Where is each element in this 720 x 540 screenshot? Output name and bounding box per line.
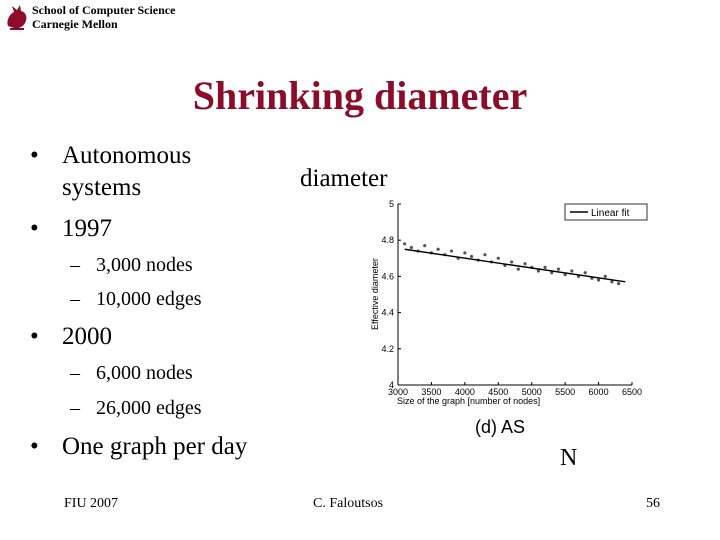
- dash-glyph: –: [70, 288, 80, 310]
- linear-fit-line: [404, 248, 626, 283]
- bullet-text: 2000: [62, 323, 112, 350]
- sub-bullet-text: 26,000 edges: [96, 397, 202, 419]
- x-tick-label: 6500: [622, 387, 642, 397]
- data-point: [556, 267, 561, 271]
- data-point: [483, 253, 487, 257]
- diameter-chart: 4 4.2 4.4 4.6 4.8 5 3000 3500 4000 4500 5000 5500 6…: [370, 199, 648, 437]
- bullet-autonomous-systems: • Autonomous systems: [30, 140, 191, 204]
- bullet-glyph: •: [30, 142, 39, 169]
- sub-bullet-text: 10,000 edges: [96, 288, 202, 310]
- x-ticks: 3000 3500 4000 4500 5000 5500 6000 6500: [388, 382, 642, 397]
- data-point: [409, 245, 413, 250]
- chart-caption: (d) AS: [475, 417, 525, 437]
- chart-y-axis-label: Effective diameter: [370, 258, 380, 330]
- sub-bullet-2000-nodes: – 6,000 nodes: [70, 359, 193, 387]
- bullet-1997: • 1997: [30, 213, 112, 245]
- dash-glyph: –: [70, 362, 80, 384]
- dash-glyph: –: [70, 254, 80, 276]
- y-tick-label: 5: [389, 199, 394, 209]
- x-tick-label: 5000: [522, 387, 542, 397]
- data-point: [403, 242, 407, 246]
- legend: Linear fit: [564, 203, 648, 221]
- data-point: [570, 269, 574, 273]
- footer-venue: FIU 2007: [64, 496, 119, 511]
- sub-bullet-text: 3,000 nodes: [96, 254, 193, 276]
- x-tick-label: 4500: [488, 387, 508, 397]
- bullet-text-cont: systems: [62, 174, 142, 201]
- x-tick-label: 3000: [388, 387, 408, 397]
- legend-box: [564, 203, 648, 221]
- data-point: [536, 269, 540, 273]
- data-point: [463, 251, 467, 255]
- bullet-glyph: •: [30, 215, 39, 242]
- y-tick-label: 4.6: [381, 271, 394, 281]
- carnegie-mellon-logo-icon: [7, 5, 27, 30]
- bullet-glyph: •: [30, 323, 39, 350]
- data-point: [596, 278, 601, 282]
- data-point: [469, 254, 474, 259]
- bullet-text: One graph per day: [62, 433, 248, 460]
- data-point: [423, 244, 427, 248]
- data-point: [496, 256, 500, 260]
- y-tick-label: 4.8: [381, 235, 394, 245]
- data-point: [510, 260, 514, 264]
- data-point: [610, 280, 614, 284]
- legend-label: Linear fit: [591, 208, 630, 219]
- diameter-label: diameter: [300, 165, 388, 192]
- n-label: N: [560, 445, 578, 471]
- data-point: [436, 247, 440, 251]
- y-tick-label: 4.4: [381, 308, 394, 318]
- data-point: [449, 249, 454, 253]
- chart-x-axis-label: Size of the graph [number of nodes]: [397, 396, 540, 406]
- footer-author: C. Faloutsos: [313, 496, 384, 511]
- sub-bullet-text: 6,000 nodes: [96, 362, 193, 384]
- scatter-points: [403, 242, 621, 286]
- bullet-one-graph-per-day: • One graph per day: [30, 431, 247, 463]
- school-header: School of Computer Science Carnegie Mell…: [32, 3, 175, 31]
- slide-title: Shrinking diameter: [192, 73, 528, 118]
- x-tick-label: 4000: [455, 387, 475, 397]
- data-point: [550, 271, 554, 275]
- bullet-2000: • 2000: [30, 321, 112, 353]
- x-tick-label: 5500: [555, 387, 575, 397]
- bullet-text: Autonomous: [62, 142, 192, 169]
- sub-bullet-1997-nodes: – 3,000 nodes: [70, 251, 193, 279]
- data-point: [603, 274, 607, 278]
- school-name: School of Computer Science: [32, 3, 176, 17]
- dash-glyph: –: [70, 397, 80, 419]
- y-tick-label: 4.2: [381, 344, 394, 354]
- x-tick-label: 6000: [589, 387, 609, 397]
- bullet-glyph: •: [30, 433, 39, 460]
- x-tick-label: 3500: [421, 387, 441, 397]
- sub-bullet-2000-edges: – 26,000 edges: [70, 394, 202, 422]
- y-tick-label: 4: [389, 380, 394, 390]
- data-point: [583, 271, 587, 275]
- bullet-text: 1997: [62, 215, 112, 242]
- data-point: [523, 262, 527, 266]
- data-point: [563, 272, 567, 277]
- sub-bullet-1997-edges: – 10,000 edges: [70, 285, 202, 313]
- data-point: [516, 267, 520, 271]
- university-name: Carnegie Mellon: [32, 17, 118, 31]
- data-point: [617, 282, 621, 286]
- footer-page-number: 56: [646, 496, 660, 511]
- data-point: [543, 265, 547, 269]
